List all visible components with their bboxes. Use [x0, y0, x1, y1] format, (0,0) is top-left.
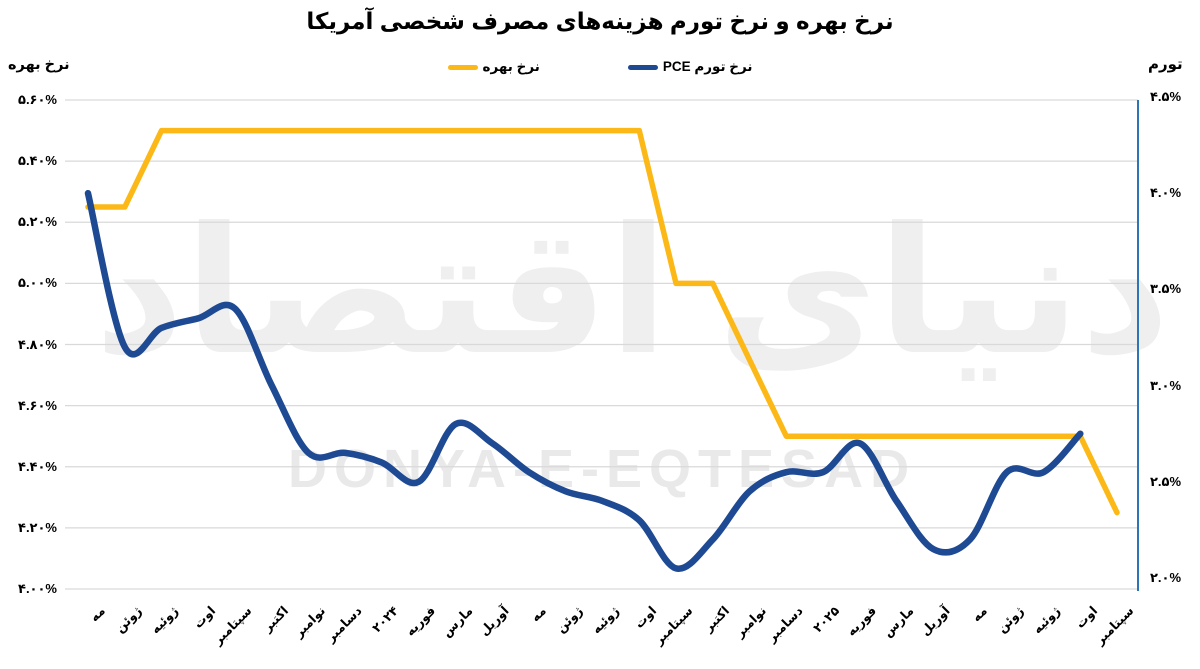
left-axis-tick-label: ۴.۰۰% — [18, 581, 57, 596]
left-axis-tick-label: ۴.۲۰% — [18, 519, 57, 535]
left-axis-tick-label: ۴.۶۰% — [18, 397, 57, 413]
chart-title: نرخ بهره و نرخ تورم هزینه‌های مصرف شخصی … — [306, 8, 894, 34]
legend-item-pce: نرخ تورم PCE — [627, 59, 753, 75]
left-axis-title: نرخ بهره — [8, 57, 70, 73]
pce-legend-marker-icon — [627, 64, 658, 70]
left-axis-tick-label: ۵.۶۰% — [18, 92, 57, 107]
right-axis-title: تورم — [1148, 56, 1183, 73]
interest-rate-line — [85, 127, 1120, 516]
right-axis-tick-label: ۳.۰% — [1150, 377, 1182, 393]
legend-label-interest-rate: نرخ بهره — [482, 59, 540, 74]
left-axis-tick-label: ۵.۲۰% — [18, 214, 57, 230]
left-axis-tick-label: ۴.۴۰% — [18, 458, 57, 474]
pce-inflation-line — [84, 189, 1084, 572]
right-axis-tick-label: ۳.۵% — [1150, 281, 1182, 297]
left-axis-tick-label: ۴.۸۰% — [18, 336, 57, 352]
left-axis-tick-label: ۵.۰۰% — [18, 275, 57, 291]
watermark-calligraphy: دنیای اقتصاد — [94, 195, 1170, 390]
right-axis-tick-label: ۴.۰% — [1150, 185, 1182, 201]
left-axis-tick-label: ۵.۴۰% — [18, 153, 57, 169]
legend-item-interest-rate: نرخ بهره — [447, 59, 540, 75]
right-axis-tick-label: ۲.۵% — [1150, 473, 1182, 489]
interest-rate-legend-marker-icon — [447, 64, 478, 70]
legend-label-pce: نرخ تورم PCE — [662, 59, 753, 74]
right-axis-tick-label: ۴.۵% — [1150, 89, 1182, 104]
right-axis-tick-label: ۲.۰% — [1150, 570, 1182, 585]
legend: نرخ بهره نرخ تورم PCE — [0, 59, 1200, 75]
